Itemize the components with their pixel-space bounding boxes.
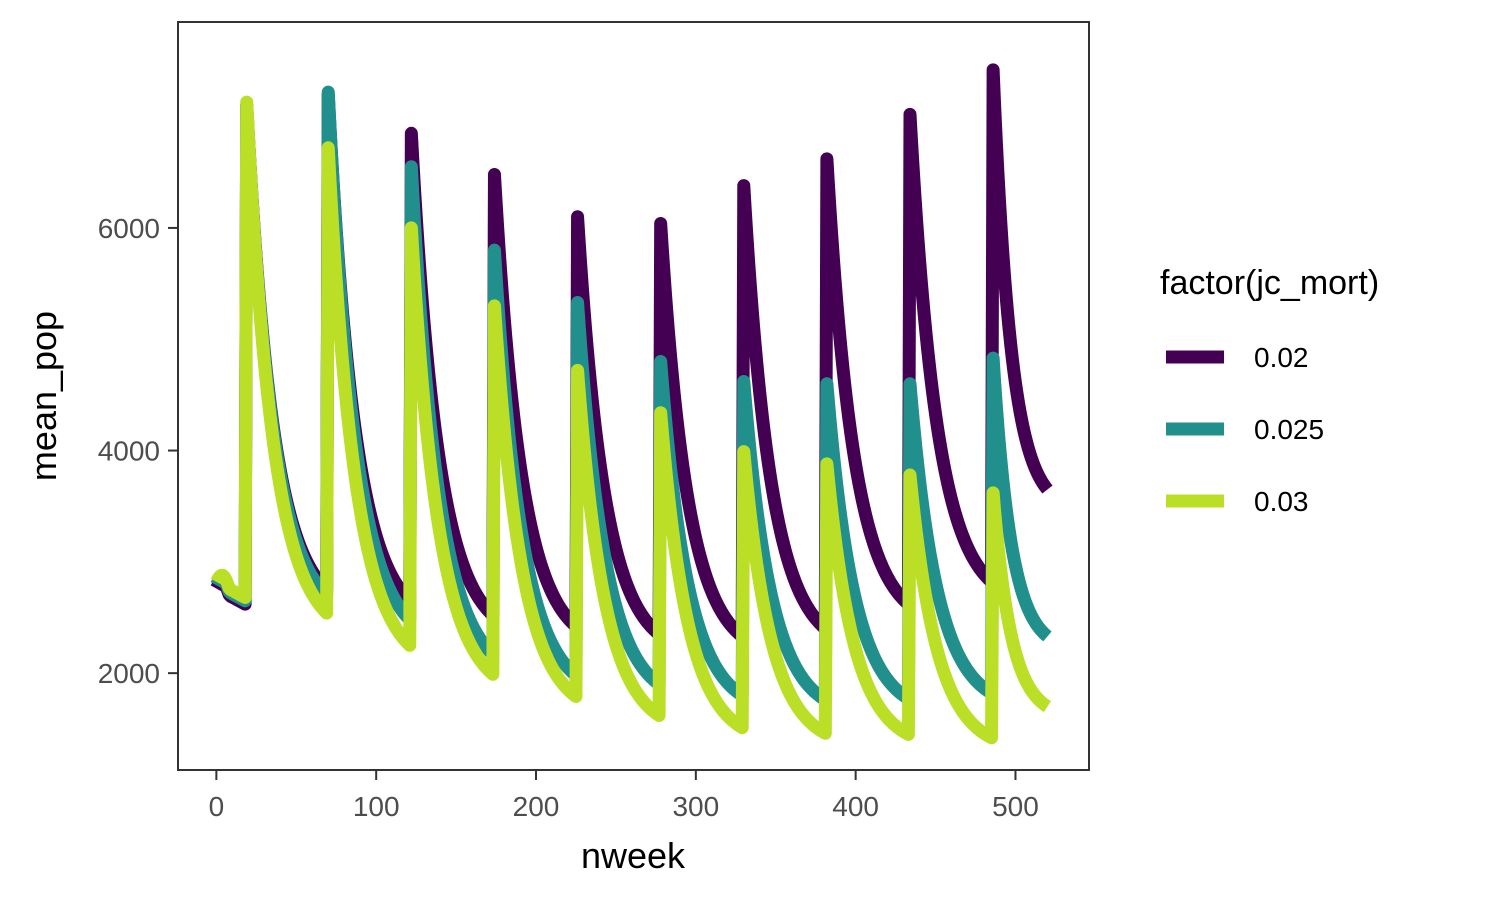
series-line-0-03 <box>210 95 1053 745</box>
legend-title: factor(jc_mort) <box>1160 264 1379 302</box>
legend-label: 0.03 <box>1254 486 1309 517</box>
series-layer <box>210 63 1053 745</box>
x-tick-label: 0 <box>209 791 225 822</box>
y-tick-label: 2000 <box>98 658 160 689</box>
x-tick-label: 100 <box>353 791 400 822</box>
x-axis-title: nweek <box>581 835 686 876</box>
legend: factor(jc_mort) 0.02 0.025 0.03 <box>1160 264 1379 517</box>
y-tick-label: 6000 <box>98 213 160 244</box>
y-axis: 2000 4000 6000 <box>98 213 178 689</box>
x-tick-label: 200 <box>513 791 560 822</box>
x-tick-label: 400 <box>832 791 879 822</box>
legend-label: 0.025 <box>1254 414 1324 445</box>
y-tick-label: 4000 <box>98 436 160 467</box>
x-axis: 0 100 200 300 400 500 <box>209 770 1039 822</box>
legend-label: 0.02 <box>1254 342 1309 373</box>
x-tick-label: 300 <box>672 791 719 822</box>
y-axis-title: mean_pop <box>23 311 64 481</box>
x-tick-label: 500 <box>992 791 1039 822</box>
